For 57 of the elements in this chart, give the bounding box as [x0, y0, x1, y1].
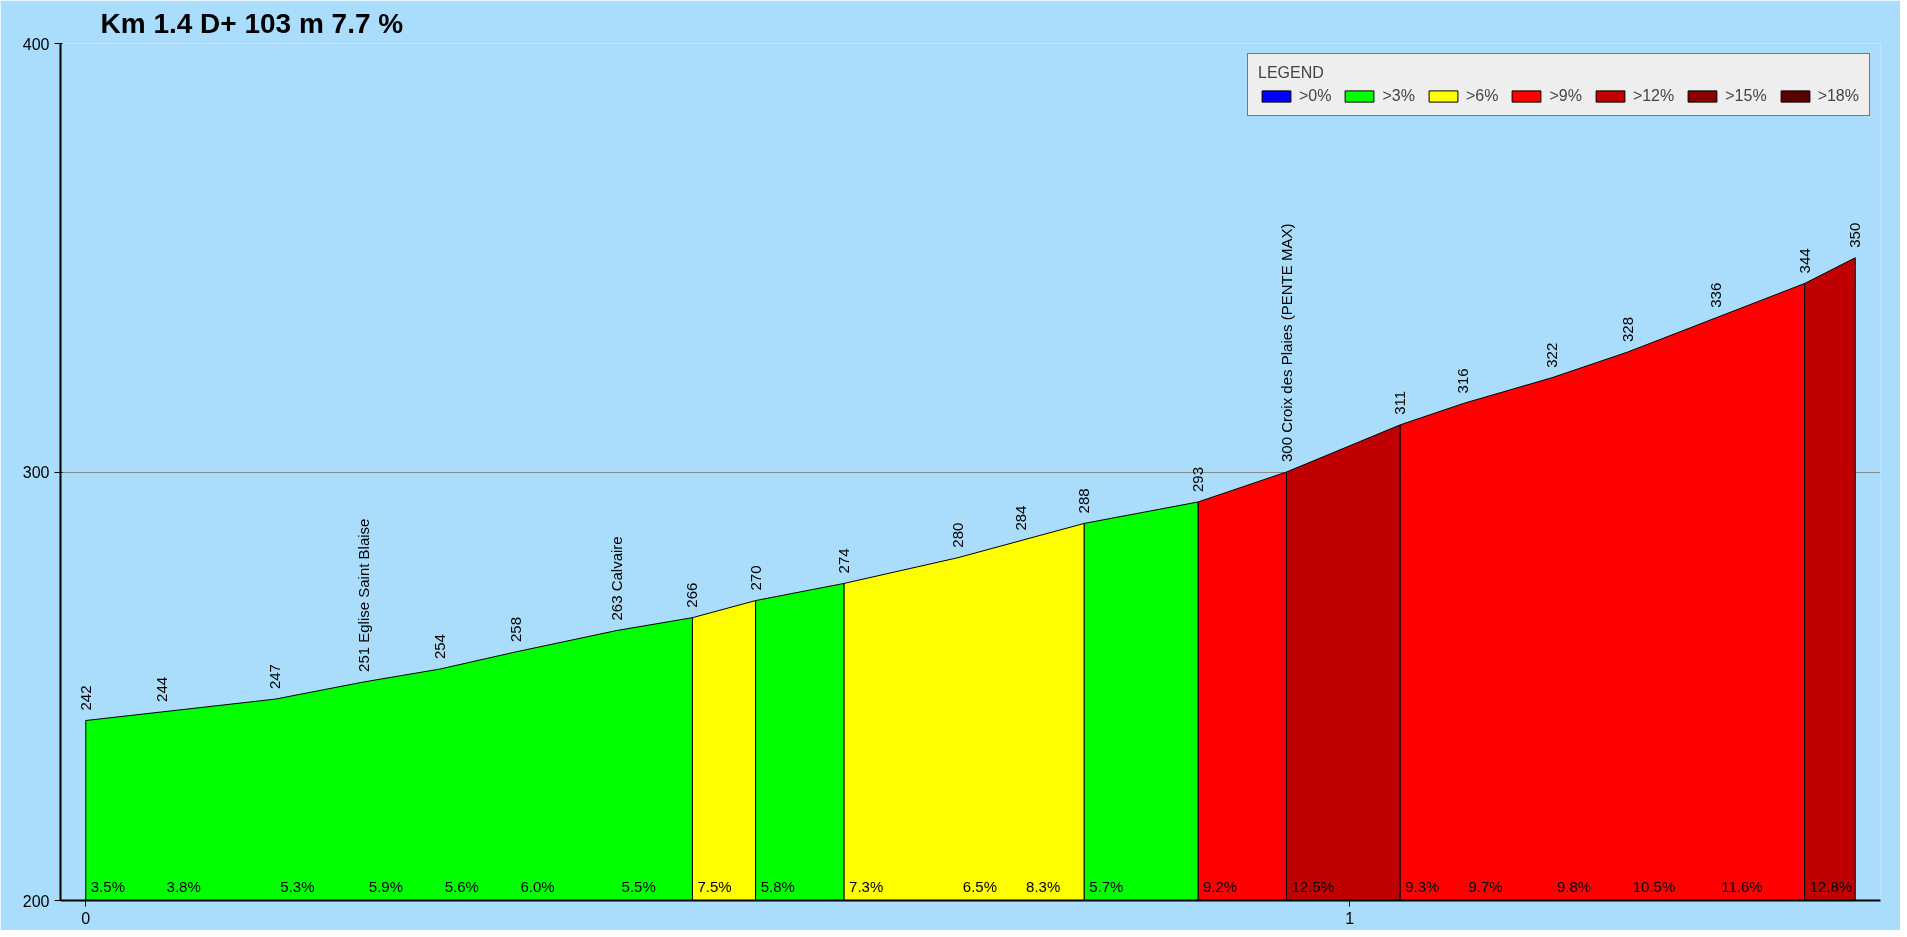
legend-label: >12% — [1632, 87, 1675, 105]
y-tick-label: 400 — [22, 35, 50, 53]
annotation: 3.8% — [166, 877, 201, 895]
data-label: 274 — [835, 548, 853, 574]
y-tick-label: 300 — [22, 464, 50, 481]
data-label: 328 — [1618, 316, 1636, 343]
annotation: 5.5% — [621, 877, 656, 895]
chart-title: Km 1.4 D+ 103 m 7.7 % — [100, 7, 404, 39]
annotation: 5.3% — [280, 877, 315, 895]
annotation: 9.3% — [1405, 877, 1440, 895]
data-label: 284 — [1012, 505, 1030, 531]
data-label: 263 Calvaire — [608, 536, 626, 621]
annotation: 5.9% — [368, 877, 404, 895]
annotation: 11.6% — [1721, 877, 1763, 895]
annotation: 5.7% — [1089, 877, 1124, 895]
x-tick-label: 1 — [1345, 909, 1355, 927]
x-tick-label: 0 — [81, 909, 91, 927]
data-label: 336 — [1707, 282, 1725, 308]
annotation: 9.8% — [1556, 877, 1592, 895]
legend-label: >6% — [1465, 87, 1499, 105]
annotation: 9.2% — [1203, 877, 1238, 895]
annotation: 3.5% — [90, 877, 125, 895]
data-label: 311 — [1391, 390, 1409, 415]
data-label: 280 — [948, 522, 966, 548]
legend-label: >3% — [1382, 87, 1415, 105]
data-label: 251 Eglise Saint Blaise — [355, 518, 373, 672]
annotation: 12.8% — [1809, 877, 1853, 895]
legend-title: LEGEND — [1258, 64, 1325, 82]
annotation: 8.3% — [1026, 877, 1061, 895]
data-label: 288 — [1075, 488, 1093, 514]
data-label: 293 — [1189, 466, 1206, 492]
data-label: 300 Croix des Plaies (PENTE MAX) — [1277, 223, 1295, 462]
annotation: 10.5% — [1632, 877, 1676, 895]
annotation: 6.5% — [962, 877, 998, 895]
legend-label: >18% — [1817, 87, 1859, 105]
data-label: 344 — [1795, 248, 1813, 274]
data-label: 350 — [1846, 222, 1864, 248]
annotation: 12.5% — [1291, 877, 1335, 895]
data-label: 322 — [1542, 342, 1560, 368]
data-label: 270 — [746, 565, 764, 591]
annotation: 6.0% — [520, 877, 555, 895]
annotation: 5.6% — [444, 877, 479, 895]
data-label: 242 — [76, 685, 94, 711]
data-label: 254 — [430, 634, 448, 660]
legend-label: >15% — [1725, 87, 1767, 105]
legend-label: >0% — [1299, 87, 1332, 105]
data-label: 316 — [1454, 368, 1472, 394]
annotation: 7.5% — [697, 877, 732, 895]
data-label: 247 — [266, 664, 284, 690]
legend-label: >9% — [1549, 87, 1582, 105]
data-label: 244 — [152, 676, 170, 702]
y-tick-label: 200 — [22, 892, 50, 910]
annotation: 5.8% — [760, 877, 795, 895]
data-label: 266 — [683, 582, 701, 608]
data-label: 258 — [506, 616, 524, 642]
annotation: 9.7% — [1468, 877, 1503, 895]
annotation: 7.3% — [849, 877, 884, 895]
